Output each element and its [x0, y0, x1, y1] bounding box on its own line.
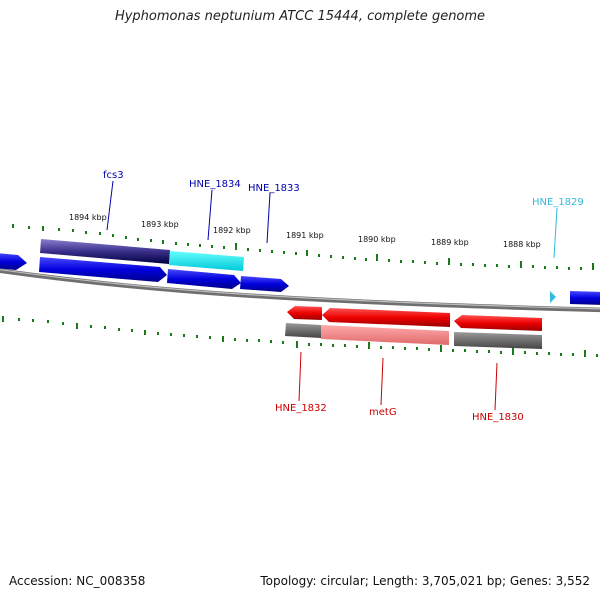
gene-label-hne-1834[interactable]: HNE_1834: [189, 179, 241, 190]
gene-labels: fcs3 HNE_1834 HNE_1833 HNE_1829 HNE_1832…: [103, 170, 584, 423]
cds-feature-hne-1832[interactable]: [287, 306, 322, 320]
genome-backbone: [0, 268, 600, 313]
leader-line-fcs3: [106, 180, 114, 231]
accession-text: Accession: NC_008358: [9, 574, 146, 588]
cds-feature-hne-1829[interactable]: [550, 291, 556, 303]
cds-feature-hne-1830[interactable]: [454, 315, 542, 331]
gene-label-metg[interactable]: metG: [369, 407, 397, 418]
genome-summary-text: Topology: circular; Length: 3,705,021 bp…: [260, 574, 590, 588]
reverse-features: [285, 306, 542, 349]
cds-feature-hne-1834[interactable]: [167, 269, 241, 289]
gene-label-fcs3[interactable]: fcs3: [103, 170, 124, 181]
scale-label: 1889 kbp: [431, 238, 469, 247]
gene-feature-metg[interactable]: [321, 325, 449, 345]
gene-label-hne-1833[interactable]: HNE_1833: [248, 183, 300, 194]
leader-line-metg: [380, 357, 384, 406]
cds-feature-metg[interactable]: [322, 308, 450, 327]
forward-features: [0, 239, 600, 305]
cds-feature-hne-1833[interactable]: [240, 276, 289, 292]
leader-line-hne-1829: [553, 207, 558, 259]
cds-feature[interactable]: [570, 291, 600, 305]
label-leaders: [106, 180, 558, 411]
scale-labels: 1894 kbp 1893 kbp 1892 kbp 1891 kbp 1890…: [69, 213, 541, 249]
scale-label: 1892 kbp: [213, 226, 251, 235]
gene-feature-hne-1834[interactable]: [169, 251, 244, 271]
map-title: Hyphomonas neptunium ATCC 15444, complet…: [114, 9, 486, 24]
scale-label: 1891 kbp: [286, 231, 324, 240]
cds-feature[interactable]: [0, 253, 27, 270]
leader-line-hne-1830: [494, 362, 498, 411]
leader-line-hne-1833: [266, 192, 271, 244]
leader-line-hne-1834: [207, 189, 213, 241]
gene-label-hne-1832[interactable]: HNE_1832: [275, 403, 327, 414]
gene-label-hne-1830[interactable]: HNE_1830: [472, 412, 524, 423]
scale-label: 1893 kbp: [141, 220, 179, 229]
gene-feature-hne-1832[interactable]: [285, 323, 321, 338]
upper-tick-track: [12, 224, 594, 270]
scale-label: 1888 kbp: [503, 240, 541, 249]
gene-feature-hne-1830[interactable]: [454, 332, 542, 349]
scale-label: 1890 kbp: [358, 235, 396, 244]
gene-label-hne-1829[interactable]: HNE_1829: [532, 197, 584, 208]
cds-feature-fcs3[interactable]: [39, 257, 167, 282]
leader-line-hne-1832: [298, 351, 302, 402]
scale-label: 1894 kbp: [69, 213, 107, 222]
lower-tick-track: [2, 316, 598, 357]
gene-feature-fcs3[interactable]: [40, 239, 170, 264]
